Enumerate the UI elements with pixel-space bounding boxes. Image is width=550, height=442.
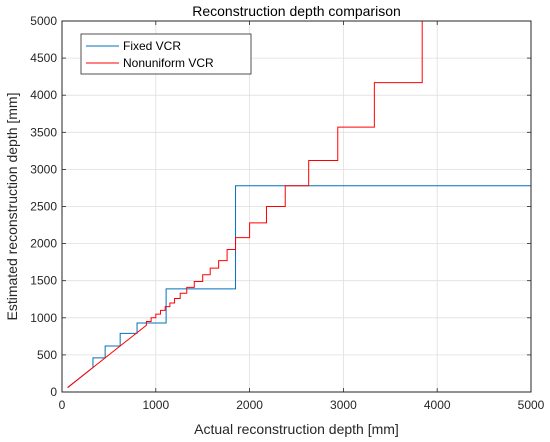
x-tick-label: 0 <box>59 398 66 412</box>
y-tick-label: 4000 <box>30 88 57 102</box>
x-tick-label: 3000 <box>330 398 357 412</box>
x-tick-label: 1000 <box>142 398 169 412</box>
y-tick-label: 2500 <box>30 200 57 214</box>
y-tick-label: 3500 <box>30 125 57 139</box>
y-tick-label: 1500 <box>30 274 57 288</box>
y-tick-label: 3000 <box>30 162 57 176</box>
y-tick-label: 1000 <box>30 311 57 325</box>
legend-box <box>80 33 252 75</box>
chart-title: Reconstruction depth comparison <box>192 3 401 19</box>
y-tick-label: 500 <box>37 348 57 362</box>
x-tick-label: 5000 <box>518 398 545 412</box>
legend-label-nonuniform-vcr: Nonuniform VCR <box>123 56 214 70</box>
legend: Fixed VCR Nonuniform VCR <box>80 33 252 75</box>
y-tick-label: 5000 <box>30 14 57 28</box>
x-tick-label: 2000 <box>236 398 263 412</box>
y-tick-label: 2000 <box>30 237 57 251</box>
y-tick-label: 4500 <box>30 51 57 65</box>
y-tick-label: 0 <box>50 385 57 399</box>
y-axis-label: Estimated reconstruction depth [mm] <box>4 93 20 321</box>
series-line-fixed-vcr <box>67 185 531 388</box>
series-line-nonuniform-vcr <box>67 20 531 388</box>
series-layer <box>67 20 531 388</box>
x-axis-label: Actual reconstruction depth [mm] <box>194 421 399 437</box>
axis-ticks: 0 1000 2000 3000 4000 5000 0 500 1000 1500 2000 250… <box>30 14 544 412</box>
legend-label-fixed-vcr: Fixed VCR <box>123 39 181 53</box>
x-tick-label: 4000 <box>424 398 451 412</box>
